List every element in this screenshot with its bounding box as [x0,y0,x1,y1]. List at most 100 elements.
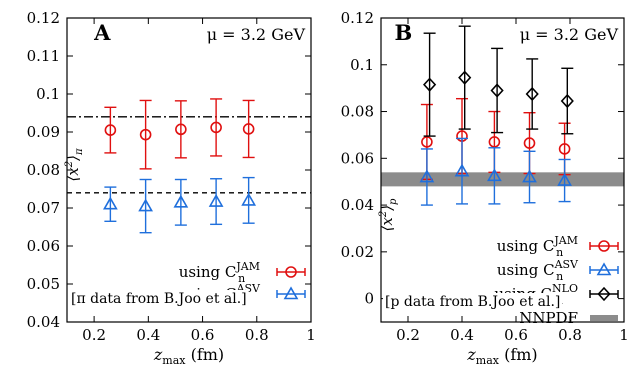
legend-label-main: using C [497,261,555,279]
panel-label: B [395,20,413,45]
legend-label-sub: n [238,272,245,285]
legend-marker-diamond [597,286,611,302]
data-point-circle [488,136,501,148]
x-tick-label: 0.6 [191,326,215,344]
data-source-note: [π data from B.Joo et al.] [71,291,247,307]
legend-marker-circle [598,240,610,252]
x-axis-label: zmax (fm) [466,345,537,367]
legend-label-main: using C [497,237,555,255]
legend-marker-triangle [283,286,299,300]
x-axis-label-sub: max [476,354,500,367]
x-tick-label: 0.2 [82,326,106,344]
legend-marker-circle [285,266,297,278]
y-tick-label: 0.1 [350,56,374,74]
x-axis-label-unit: (fm) [499,345,538,364]
x-tick-label: 0.6 [504,326,528,344]
scale-annotation: μ = 3.2 GeV [207,25,306,44]
x-tick-label: 0.8 [245,326,269,344]
y-tick-label: 0.09 [27,123,60,141]
y-tick-label: 0.04 [341,196,374,214]
y-tick-label: 0.04 [27,313,60,331]
data-point-circle [104,124,117,136]
y-axis-label-close: ⟩ [64,155,82,162]
data-source-note: [p data from B.Joo et al.] [385,294,560,310]
legend-label-main: using C [179,263,237,281]
y-tick-label: 0.06 [341,149,374,167]
data-point-triangle [173,194,189,208]
data-point-triangle [419,169,435,183]
panel-b: 0.2 0.4 0.6 0.8 1 0 0.02 0.04 0.06 0.08 0.1 0.12 B μ … [341,9,629,367]
legend-band-swatch [590,315,618,321]
legend-label: using CJAM n [497,234,578,259]
data-point-triangle [138,198,154,212]
data-point-diamond [458,70,472,85]
y-tick-label: 0.1 [36,85,60,103]
note-background [69,290,249,307]
data-point-triangle [557,172,572,186]
x-tick-label: 1 [306,326,316,344]
scale-annotation: μ = 3.2 GeV [520,25,619,44]
y-axis-label-sup: 2 [378,211,389,218]
y-tick-label: 0.06 [27,237,60,255]
y-tick-label: 0 [364,290,374,308]
legend-marker-triangle [596,262,612,276]
data-point-diamond [525,86,539,102]
data-point-triangle [522,169,537,183]
y-axis-label-sup: 2 [64,161,75,168]
x-tick-label: 1 [619,326,629,344]
y-axis-label-sub: p [388,198,399,205]
x-tick-label: 0.2 [396,326,420,344]
data-point-circle [523,137,536,149]
y-tick-label: 0.12 [341,9,374,27]
legend-label-sub: n [556,270,563,283]
data-point-circle [558,143,571,155]
y-tick-label: 0.05 [27,275,60,293]
y-tick-label: 0.08 [341,103,374,121]
legend-label-sup: NLO [552,282,578,295]
y-tick-label: 0.08 [27,161,60,179]
plot-frame [380,17,625,323]
data-point-circle [210,121,222,134]
data-point-triangle [487,168,502,182]
data-point-triangle [241,192,257,206]
y-axis-label: ⟨x2⟩p [378,198,399,232]
x-tick-label: 0.4 [450,326,474,344]
legend-label-sup: ASV [554,258,579,271]
y-axis-label-sub: π [74,148,85,156]
x-axis-label: zmax (fm) [153,345,224,367]
data-point-circle [421,136,433,148]
data-point-circle [175,123,187,136]
y-tick-label: 0.11 [27,47,60,65]
x-axis-label-sub: max [162,354,186,367]
data-point-diamond [490,83,504,98]
data-point-triangle [454,163,470,177]
legend-label-sup: JAM [553,234,578,247]
panel-a: 0.2 0.4 0.6 0.8 1 0.04 0.05 0.06 0.07 0.08 0.09 0.1… [27,9,316,367]
legend-label-sup: JAM [235,260,260,273]
data-point-diamond [423,77,437,92]
nnpdf-band [381,172,624,187]
panel-label: A [93,20,111,45]
x-axis-label-main: z [466,345,476,364]
data-point-circle [242,123,255,135]
x-tick-label: 0.8 [558,326,582,344]
data-point-triangle [102,196,118,210]
data-point-triangle [208,193,224,207]
y-axis-label-main: ⟨x [378,217,396,232]
legend-label-band: NNPDF [519,309,578,327]
y-axis-label: ⟨x2⟩π [64,148,85,182]
y-tick-label: 0.12 [27,9,60,27]
data-point-circle [139,128,152,141]
y-tick-label: 0.02 [341,243,374,261]
y-axis-label-main: ⟨x [64,167,82,182]
y-tick-label: 0.07 [27,199,60,217]
legend-label: using CJAM n [179,260,260,285]
note-background [383,293,563,310]
x-axis-label-unit: (fm) [185,345,224,364]
y-axis-label-close: ⟩ [378,205,396,212]
x-axis-label-main: z [153,345,163,364]
legend-label-sub: n [556,246,563,259]
data-point-diamond [560,93,574,109]
x-tick-label: 0.4 [136,326,160,344]
